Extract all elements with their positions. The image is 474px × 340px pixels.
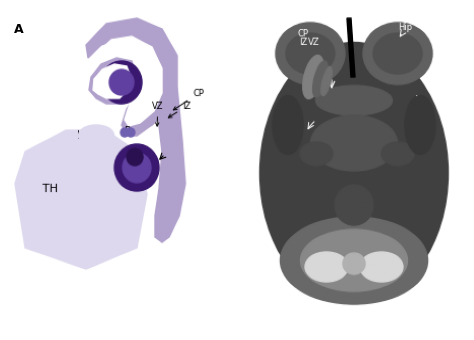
- Text: B: B: [246, 23, 256, 36]
- Text: A: A: [14, 23, 23, 36]
